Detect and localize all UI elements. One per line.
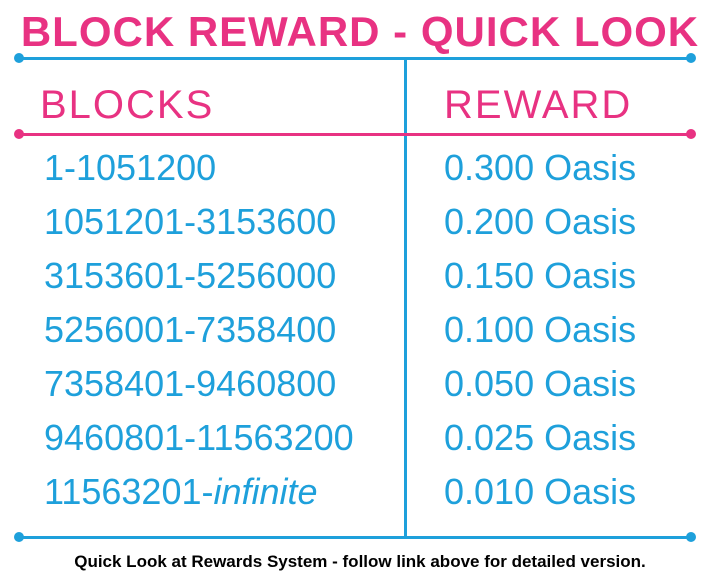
reward-value: 0.050 Oasis [444,363,637,404]
blocks-range: 3153601-5256000 [44,255,337,296]
reward-value: 0.010 Oasis [444,471,637,512]
reward-value: 0.150 Oasis [444,255,637,296]
blocks-range: 1-1051200 [44,147,217,188]
blocks-range-start: 11563201- [44,471,214,512]
reward-value: 0.200 Oasis [444,201,637,242]
blocks-range-end: infinite [213,471,318,512]
blocks-range: 9460801-11563200 [44,417,354,458]
blocks-range: 5256001-7358400 [44,309,337,350]
blocks-header: BLOCKS [40,83,215,127]
caption: Quick Look at Rewards System - follow li… [74,552,646,571]
blocks-range: 11563201-infinite [44,471,318,513]
reward-value: 0.025 Oasis [444,417,637,458]
blocks-range: 1051201-3153600 [44,201,337,242]
page-title: BLOCK REWARD - QUICK LOOK [20,8,700,55]
reward-value: 0.300 Oasis [444,147,637,188]
reward-header: REWARD [444,83,633,127]
reward-value: 0.100 Oasis [444,309,637,350]
blocks-range: 7358401-9460800 [44,363,337,404]
column-divider [404,57,407,537]
